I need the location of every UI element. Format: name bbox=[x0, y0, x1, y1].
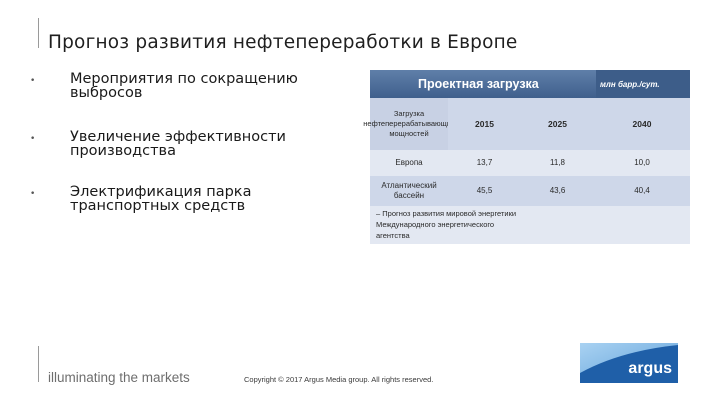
value-cell: 10,0 bbox=[594, 150, 690, 176]
value-cell: 11,8 bbox=[521, 150, 594, 176]
bullet-text: Электрификация парка транспортных средст… bbox=[70, 184, 252, 214]
bullet-icon: • bbox=[30, 189, 36, 199]
footer-tagline: illuminating the markets bbox=[48, 370, 190, 385]
bullet-icon: • bbox=[30, 76, 36, 86]
table-header: Проектная загрузка bbox=[370, 70, 596, 98]
table-note-fill bbox=[518, 206, 690, 244]
bullet-text: Мероприятия по сокращению выбросов bbox=[70, 71, 298, 101]
table-note: – Прогноз развития мировой энергетики Ме… bbox=[370, 206, 518, 244]
footer-divider bbox=[38, 346, 39, 382]
year-cell: 2025 bbox=[521, 98, 594, 150]
bullet-icon: • bbox=[30, 134, 36, 144]
value-cell: 13,7 bbox=[448, 150, 521, 176]
footer-copyright: Copyright © 2017 Argus Media group. All … bbox=[244, 375, 434, 384]
row-label-cell: Европа bbox=[370, 150, 448, 176]
year-cell: 2040 bbox=[594, 98, 690, 150]
argus-logo: argus bbox=[580, 343, 678, 383]
argus-logo-icon bbox=[580, 343, 678, 383]
bullet-text: Увеличение эффективности производства bbox=[70, 129, 286, 159]
logo-text: argus bbox=[628, 360, 672, 377]
row-label-cell: Атлантический бассейн bbox=[370, 176, 448, 206]
value-cell: 45,5 bbox=[448, 176, 521, 206]
row-header-cell: Загрузка нефтеперерабатывающих мощностей bbox=[363, 98, 455, 150]
slide-title: Прогноз развития нефтепереработки в Евро… bbox=[48, 32, 518, 53]
title-divider bbox=[38, 18, 39, 48]
year-cell: 2015 bbox=[448, 98, 521, 150]
table-unit: млн барр./сут. bbox=[596, 70, 690, 98]
value-cell: 43,6 bbox=[521, 176, 594, 206]
value-cell: 40,4 bbox=[594, 176, 690, 206]
load-table: Проектная загрузка млн барр./сут. Загруз… bbox=[363, 70, 692, 244]
